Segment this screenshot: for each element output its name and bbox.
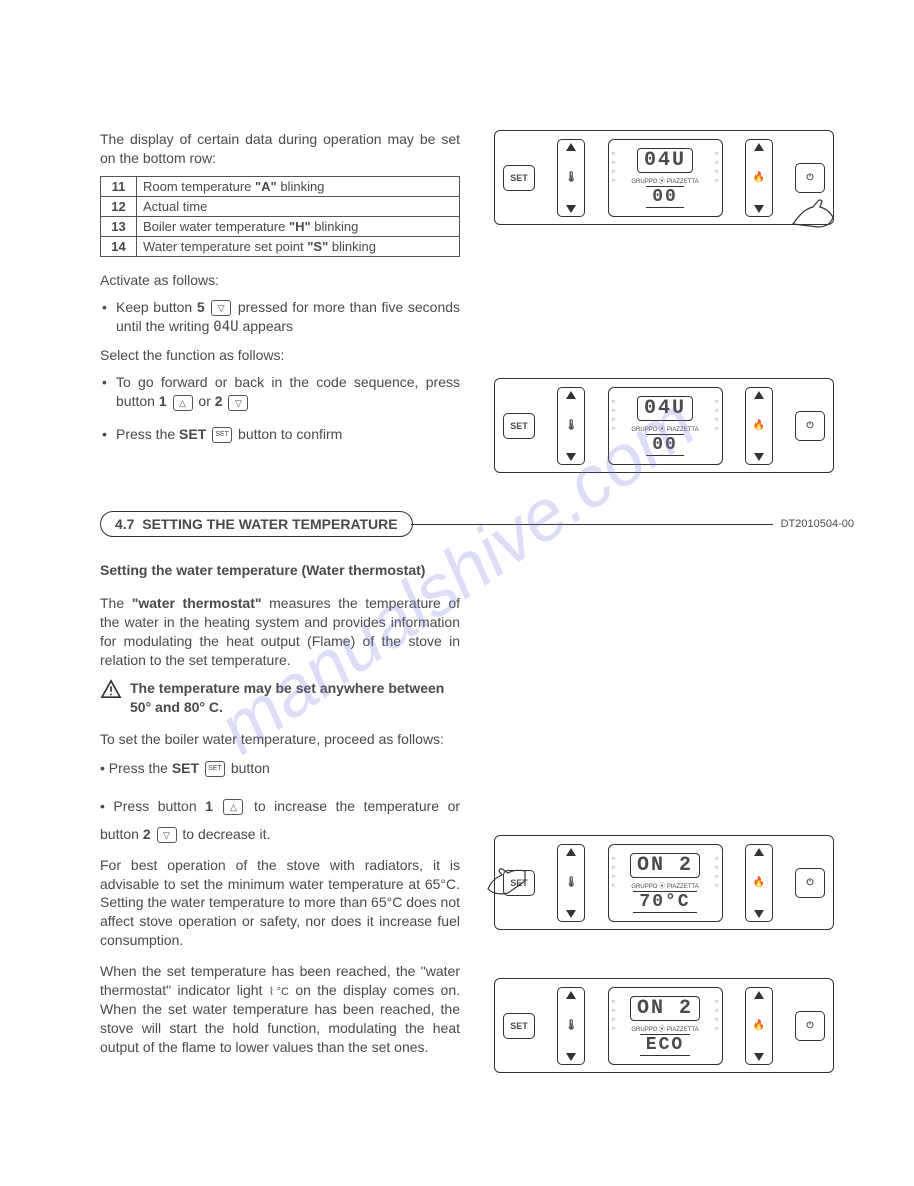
up-down-left: 🌡 [557,387,585,465]
up-down-left: 🌡 [557,844,585,922]
right-diagrams-top: SET 🌡 ○○○○ ○○○○ 04U GRUPPO ⦿ PIAZZETTA 0… [494,130,854,491]
up-icon: △ [223,799,243,815]
row-desc: Water temperature set point "S" blinking [137,236,460,256]
select-label: Select the function as follows: [100,346,460,365]
row-num: 11 [101,176,137,196]
hand-icon [788,189,838,229]
up-down-left: 🌡 [557,139,585,217]
lcd-display: ○○○○ ○○○○ ON 2 GRUPPO ⦿ PIAZZETTA ECO [608,987,723,1065]
warning-icon [100,679,122,699]
power-button: ⏻ [795,163,825,193]
control-panel-1: SET 🌡 ○○○○ ○○○○ 04U GRUPPO ⦿ PIAZZETTA 0… [494,130,834,225]
reference-code: DT2010504-00 [781,518,854,530]
down-icon: ▽ [211,300,231,316]
lower-right: SET 🌡 ○○○○ ○○○○ ON 2 GRUPPO ⦿ PIAZZETTA … [494,555,854,1091]
control-panel-2: SET 🌡 ○○○○ ○○○○ 04U GRUPPO ⦿ PIAZZETTA 0… [494,378,834,473]
subheading: Setting the water temperature (Water the… [100,561,460,580]
intro-block: The display of certain data during opera… [100,130,460,454]
warning-block: The temperature may be set anywhere betw… [100,679,460,715]
set-button: SET [503,413,535,439]
down-icon: ▽ [157,827,177,843]
power-button: ⏻ [795,868,825,898]
up-icon: △ [173,395,193,411]
proceed-text: To set the boiler water temperature, pro… [100,730,460,749]
control-panel-4: SET 🌡 ○○○○ ○○○○ ON 2 GRUPPO ⦿ PIAZZETTA … [494,978,834,1073]
table-row: 14 Water temperature set point "S" blink… [101,236,460,256]
step-2: • Press button 1 △ to increase the tempe… [100,792,460,848]
manual-page: manualshive.com The display of certain d… [0,0,914,1151]
row-num: 13 [101,216,137,236]
table-row: 12 Actual time [101,196,460,216]
step-1: • Press the SET SET button [100,759,460,778]
section-header: 4.7 SETTING THE WATER TEMPERATURE DT2010… [100,511,854,537]
set-button: SET [503,165,535,191]
down-icon: ▽ [228,395,248,411]
activate-list: Keep button 5 ▽ pressed for more than fi… [100,298,460,337]
power-button: ⏻ [795,1011,825,1041]
table-row: 13 Boiler water temperature "H" blinking [101,216,460,236]
row-desc: Actual time [137,196,460,216]
up-down-right: 🔥 [745,387,773,465]
lcd-display: ○○○○ ○○○○ 04U GRUPPO ⦿ PIAZZETTA 00 [608,387,723,465]
activate-item: Keep button 5 ▽ pressed for more than fi… [100,298,460,337]
section-rule [411,524,773,525]
table-row: 11 Room temperature "A" blinking [101,176,460,196]
activate-label: Activate as follows: [100,271,460,290]
set-button: SET [503,1013,535,1039]
control-panel-3: SET 🌡 ○○○○ ○○○○ ON 2 GRUPPO ⦿ PIAZZETTA … [494,835,834,930]
advise-para: For best operation of the stove with rad… [100,856,460,950]
intro-text: The display of certain data during opera… [100,130,460,168]
reached-para: When the set temperature has been reache… [100,962,460,1056]
up-down-right: 🔥 [745,139,773,217]
row-desc: Boiler water temperature "H" blinking [137,216,460,236]
select-item-1: To go forward or back in the code sequen… [100,373,460,411]
select-item-2: Press the SET SET button to confirm [100,425,460,444]
power-button: ⏻ [795,411,825,441]
select-list: To go forward or back in the code sequen… [100,373,460,444]
up-down-right: 🔥 [745,987,773,1065]
up-down-right: 🔥 [745,844,773,922]
section-pill: 4.7 SETTING THE WATER TEMPERATURE [100,511,413,537]
row-num: 12 [101,196,137,216]
thermostat-para: The "water thermostat" measures the temp… [100,594,460,670]
set-icon: SET [212,427,232,443]
up-down-left: 🌡 [557,987,585,1065]
row-desc: Room temperature "A" blinking [137,176,460,196]
row-num: 14 [101,236,137,256]
lower-left: Setting the water temperature (Water the… [100,555,460,1065]
thermostat-indicator-icon: ⌇°C [269,986,289,998]
warning-text: The temperature may be set anywhere betw… [130,679,460,715]
lcd-display: ○○○○ ○○○○ ON 2 GRUPPO ⦿ PIAZZETTA 70°C [608,844,723,922]
set-icon: SET [205,761,225,777]
hand-icon [480,861,530,901]
lcd-display: ○○○○ ○○○○ 04U GRUPPO ⦿ PIAZZETTA 00 [608,139,723,217]
code-table: 11 Room temperature "A" blinking 12 Actu… [100,176,460,257]
